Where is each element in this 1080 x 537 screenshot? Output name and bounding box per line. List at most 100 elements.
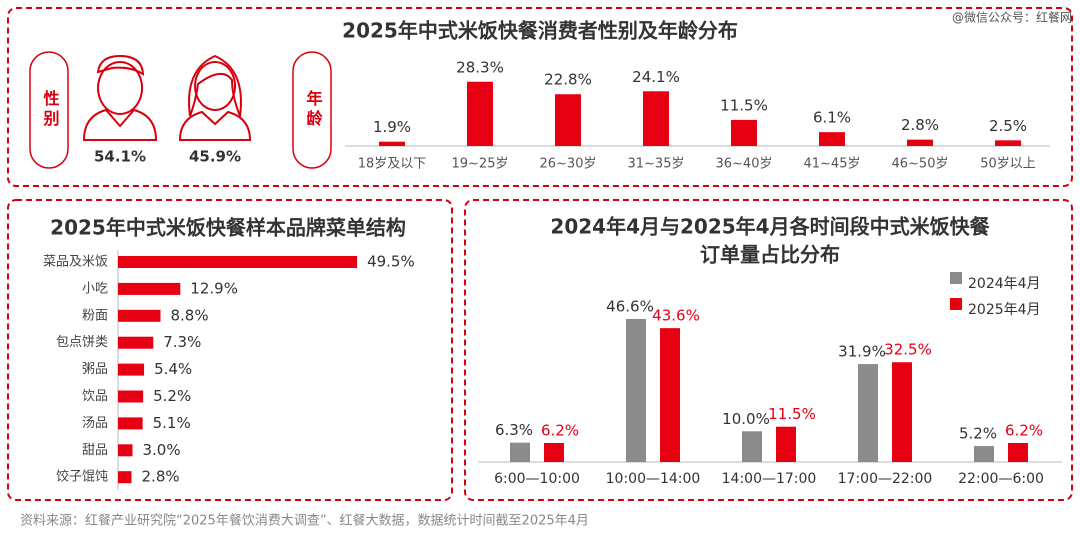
value-label: 22.8% [544,71,592,89]
value-label: 24.1% [632,68,680,86]
person-icon [178,54,252,141]
bar [892,362,912,462]
y-tick-label: 甜品 [82,442,108,458]
x-tick-label: 10:00—14:00 [606,471,701,487]
value-label: 3.0% [142,441,180,459]
bar [660,328,680,462]
bar [731,119,757,146]
bar [544,442,564,462]
label-pill [292,51,332,169]
panel [464,199,1073,501]
value-label: 7.3% [163,333,201,351]
icon-part [188,54,242,120]
icon-part [178,110,252,141]
x-tick-label: 36~40岁 [716,157,773,172]
bar [118,390,144,403]
x-tick-label: 22:00—6:00 [958,471,1044,487]
value-label: 43.6% [652,307,700,325]
value-label: 2.5% [989,117,1027,135]
legend-swatch [950,298,962,310]
side-label: 性别 [41,89,61,130]
x-tick-label: 6:00—10:00 [494,471,580,487]
y-tick-label: 小吃 [82,280,108,296]
bar [118,471,132,484]
bar [974,446,994,462]
value-label: 12.9% [190,279,238,297]
value-label: 45.9% [189,148,241,166]
chart-title: 2024年4月与2025年4月各时间段中式米饭快餐 [550,215,990,239]
panel [7,199,453,501]
x-tick-label: 46~50岁 [892,157,949,172]
bar [379,141,405,146]
y-tick-label: 饮品 [82,389,108,404]
bar [118,336,154,349]
bar [118,363,145,376]
value-label: 1.9% [373,118,411,136]
value-label: 5.2% [153,387,191,405]
value-label: 11.5% [768,405,816,423]
bar [467,81,493,146]
icon-part [194,61,237,111]
bar [118,444,133,457]
legend-label: 2025年4月 [968,302,1041,318]
x-tick-label: 19~25岁 [452,157,509,172]
y-tick-label: 粥品 [82,361,108,377]
chart-title: 2025年中式米饭快餐样本品牌菜单结构 [50,216,406,240]
value-label: 11.5% [720,96,768,114]
value-label: 2.8% [901,116,939,134]
bar [995,140,1021,146]
value-label: 6.2% [541,421,579,439]
value-label: 2.8% [142,468,180,486]
bar [626,318,646,462]
bar [510,442,530,462]
x-tick-label: 17:00—22:00 [838,471,933,487]
x-tick-label: 14:00—17:00 [722,471,817,487]
legend-swatch [950,272,962,284]
chart-title: 2025年中式米饭快餐消费者性别及年龄分布 [342,19,738,43]
value-label: 8.8% [171,306,209,324]
value-label: 5.1% [153,414,191,432]
value-label: 5.4% [154,360,192,378]
watermark: @微信公众号：红餐网 [952,10,1072,25]
bar [555,94,581,146]
bar [776,426,796,462]
y-tick-label: 饺子馄饨 [56,470,108,485]
x-tick-label: 26~30岁 [540,157,597,172]
value-label: 6.2% [1005,421,1043,439]
person-icon [82,54,158,141]
bar [118,417,143,430]
chart-title: 订单量占比分布 [700,243,840,267]
bar [118,256,358,268]
value-label: 31.9% [838,343,886,361]
bar [643,91,669,146]
icon-part [82,108,158,141]
y-tick-label: 菜品及米饭 [43,255,108,270]
y-tick-label: 汤品 [82,416,108,431]
bar [742,431,762,462]
value-label: 28.3% [456,58,504,76]
bar [858,364,878,462]
bar [819,132,845,146]
y-tick-label: 包点饼类 [56,335,108,350]
bar [118,309,161,322]
legend-label: 2024年4月 [968,276,1041,292]
value-label: 6.1% [813,109,851,127]
value-label: 10.0% [722,410,770,428]
label-pill [29,51,69,169]
x-tick-label: 31~35岁 [628,157,685,172]
bar [118,282,181,295]
bar [907,139,933,146]
x-tick-label: 18岁及以下 [358,157,427,172]
x-tick-label: 50岁以上 [980,157,1036,172]
bar [1008,442,1028,462]
y-tick-label: 粉面 [82,308,108,323]
value-label: 32.5% [884,341,932,359]
side-label: 年龄 [304,89,323,130]
value-label: 49.5% [367,253,415,271]
value-label: 5.2% [959,425,997,443]
source: 资料来源：红餐产业研究院“2025年餐饮消费大调查”、红餐大数据，数据统计时间截… [20,513,589,529]
x-tick-label: 41~45岁 [804,157,861,172]
icon-part [96,54,145,76]
